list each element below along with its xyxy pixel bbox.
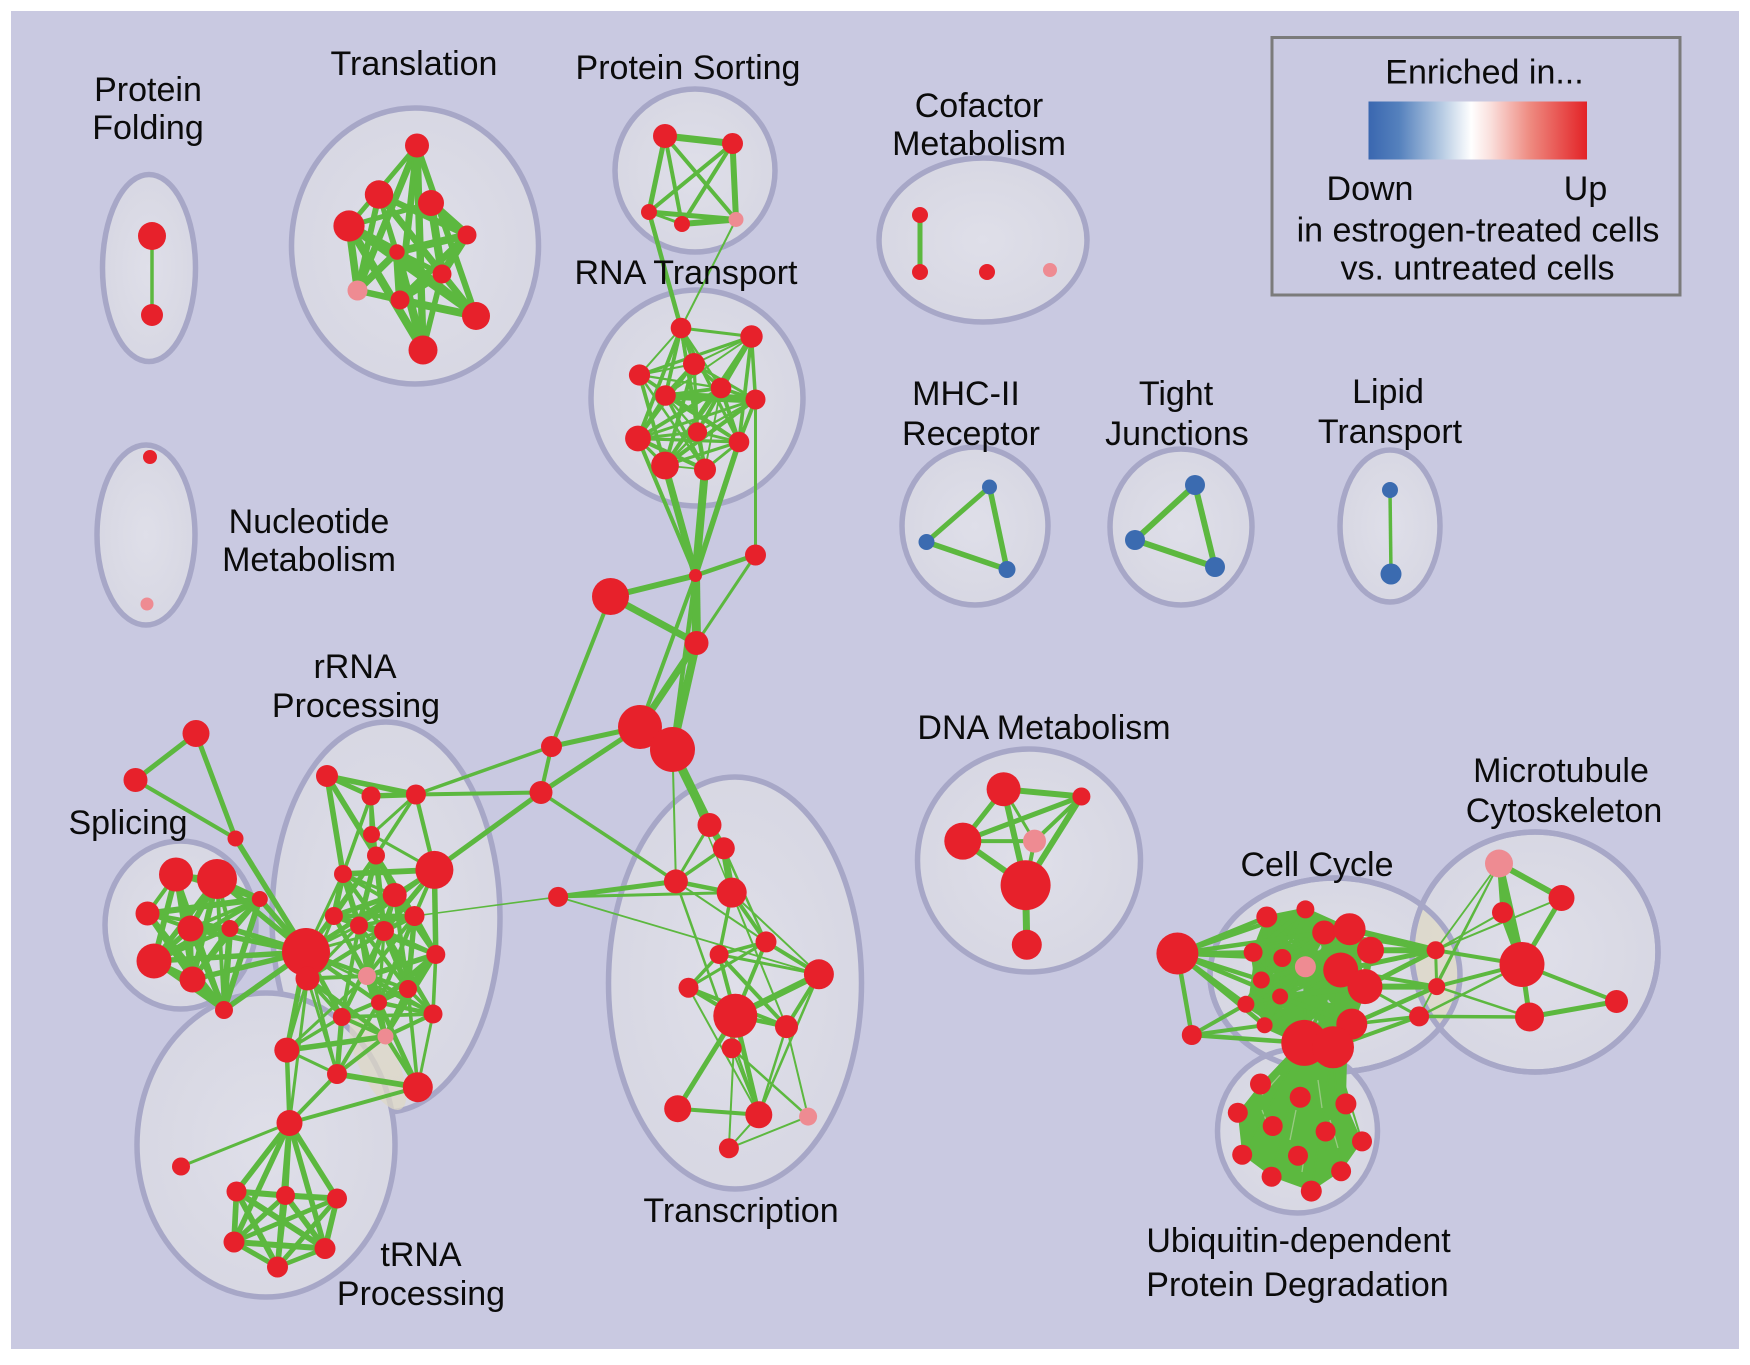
svg-text:Metabolism: Metabolism [222,541,396,579]
svg-text:Lipid: Lipid [1352,373,1424,411]
svg-text:Translation: Translation [331,45,498,83]
svg-text:Junctions: Junctions [1105,415,1249,453]
svg-text:Metabolism: Metabolism [892,125,1066,163]
svg-text:Protein Degradation: Protein Degradation [1146,1266,1448,1304]
svg-text:Receptor: Receptor [902,415,1040,453]
svg-text:rRNA: rRNA [313,648,396,686]
svg-text:in estrogen-treated cells: in estrogen-treated cells [1297,212,1660,250]
svg-text:Tight: Tight [1139,375,1214,413]
svg-text:MHC-II: MHC-II [912,375,1020,413]
svg-text:Enriched in...: Enriched in... [1385,54,1583,92]
svg-text:tRNA: tRNA [380,1236,462,1274]
svg-text:Ubiquitin-dependent: Ubiquitin-dependent [1146,1222,1451,1260]
svg-text:Cytoskeleton: Cytoskeleton [1466,792,1663,830]
svg-text:Splicing: Splicing [68,804,187,842]
svg-text:RNA Transport: RNA Transport [575,254,799,292]
svg-text:Microtubule: Microtubule [1473,752,1649,790]
svg-text:Protein Sorting: Protein Sorting [576,49,801,87]
svg-text:DNA Metabolism: DNA Metabolism [917,709,1170,747]
svg-text:vs. untreated cells: vs. untreated cells [1340,250,1614,288]
svg-text:Transport: Transport [1318,413,1463,451]
svg-text:Nucleotide: Nucleotide [229,503,390,541]
svg-text:Cofactor: Cofactor [915,87,1044,125]
svg-text:Cell Cycle: Cell Cycle [1240,846,1393,884]
svg-text:Up: Up [1564,170,1607,208]
svg-text:Down: Down [1327,170,1414,208]
svg-text:Protein: Protein [94,71,202,109]
svg-text:Processing: Processing [337,1275,505,1313]
svg-text:Transcription: Transcription [643,1192,838,1230]
svg-text:Folding: Folding [92,109,204,147]
svg-text:Processing: Processing [272,687,440,725]
